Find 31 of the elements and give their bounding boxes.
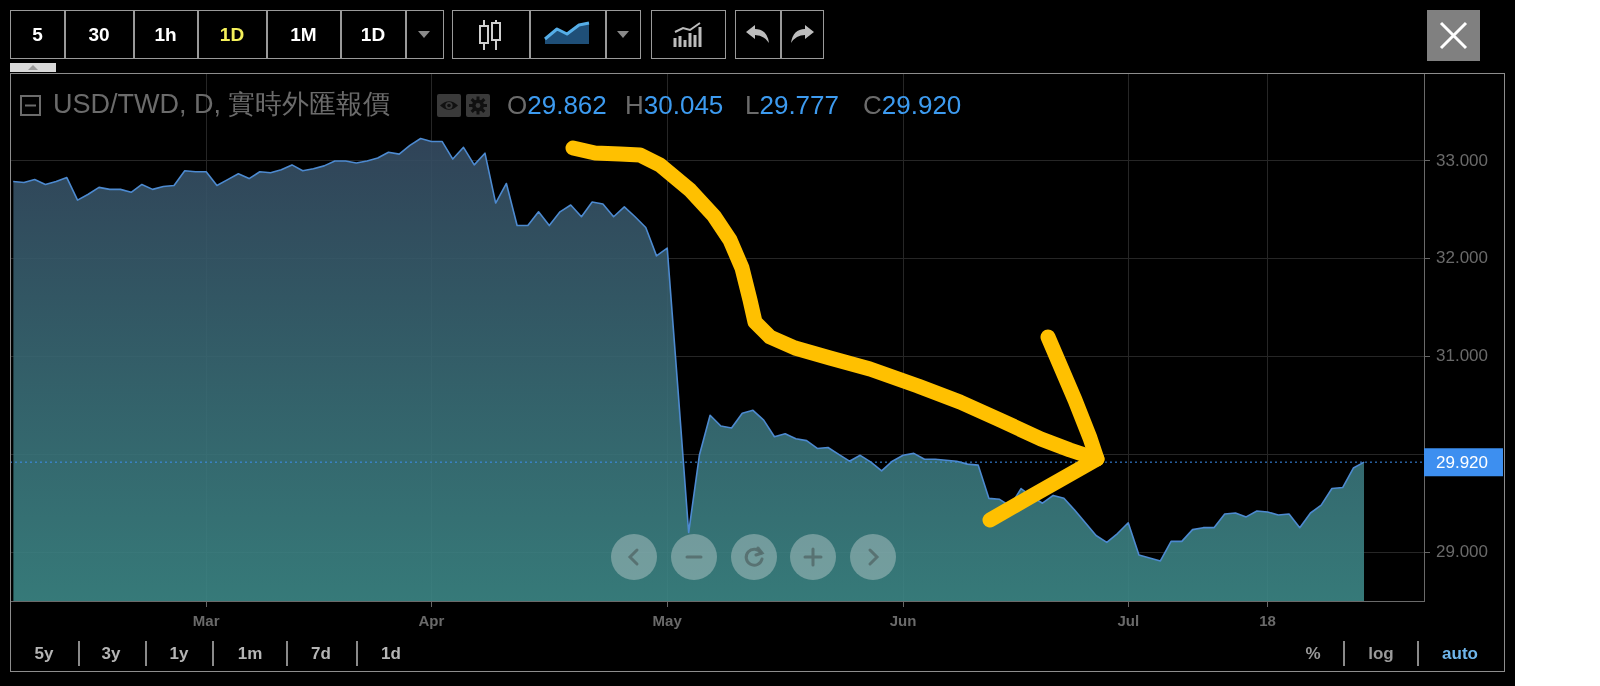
- text: auto: [1442, 643, 1478, 663]
- y-tick-label: 31.000: [1436, 346, 1488, 366]
- text: USD/TWD, D, 實時外匯報價: [53, 89, 391, 119]
- text: 1d: [381, 643, 401, 663]
- text: 1M: [289, 22, 318, 47]
- x-tick-label: Apr: [418, 612, 445, 630]
- y-tick-label: 33.000: [1436, 150, 1488, 170]
- text: 3y: [101, 643, 121, 663]
- text: log: [1368, 643, 1394, 663]
- text: 7d: [311, 643, 331, 663]
- text: 30: [87, 22, 111, 47]
- text: 1D: [359, 22, 387, 47]
- x-tick-label: Jun: [889, 612, 917, 630]
- text: 1h: [153, 22, 178, 47]
- y-tick-label: 29.000: [1436, 541, 1488, 561]
- x-tick-label: 18: [1259, 612, 1276, 630]
- annotation: C29.920: [863, 90, 962, 120]
- text: 5: [31, 22, 44, 47]
- text: 5y: [34, 643, 54, 663]
- text: 1y: [169, 643, 189, 663]
- ref-line-label: 29.920: [1436, 452, 1488, 472]
- text: 1D: [218, 22, 246, 47]
- annotation: O29.862: [507, 90, 607, 120]
- annotation: H30.045: [625, 90, 724, 120]
- x-tick-label: Mar: [192, 612, 220, 630]
- x-tick-label: Jul: [1117, 612, 1140, 630]
- text: 1m: [237, 643, 263, 663]
- annotation: L29.777: [745, 90, 839, 120]
- x-tick-label: May: [652, 612, 683, 630]
- text: %: [1305, 643, 1321, 663]
- y-tick-label: 32.000: [1436, 248, 1488, 268]
